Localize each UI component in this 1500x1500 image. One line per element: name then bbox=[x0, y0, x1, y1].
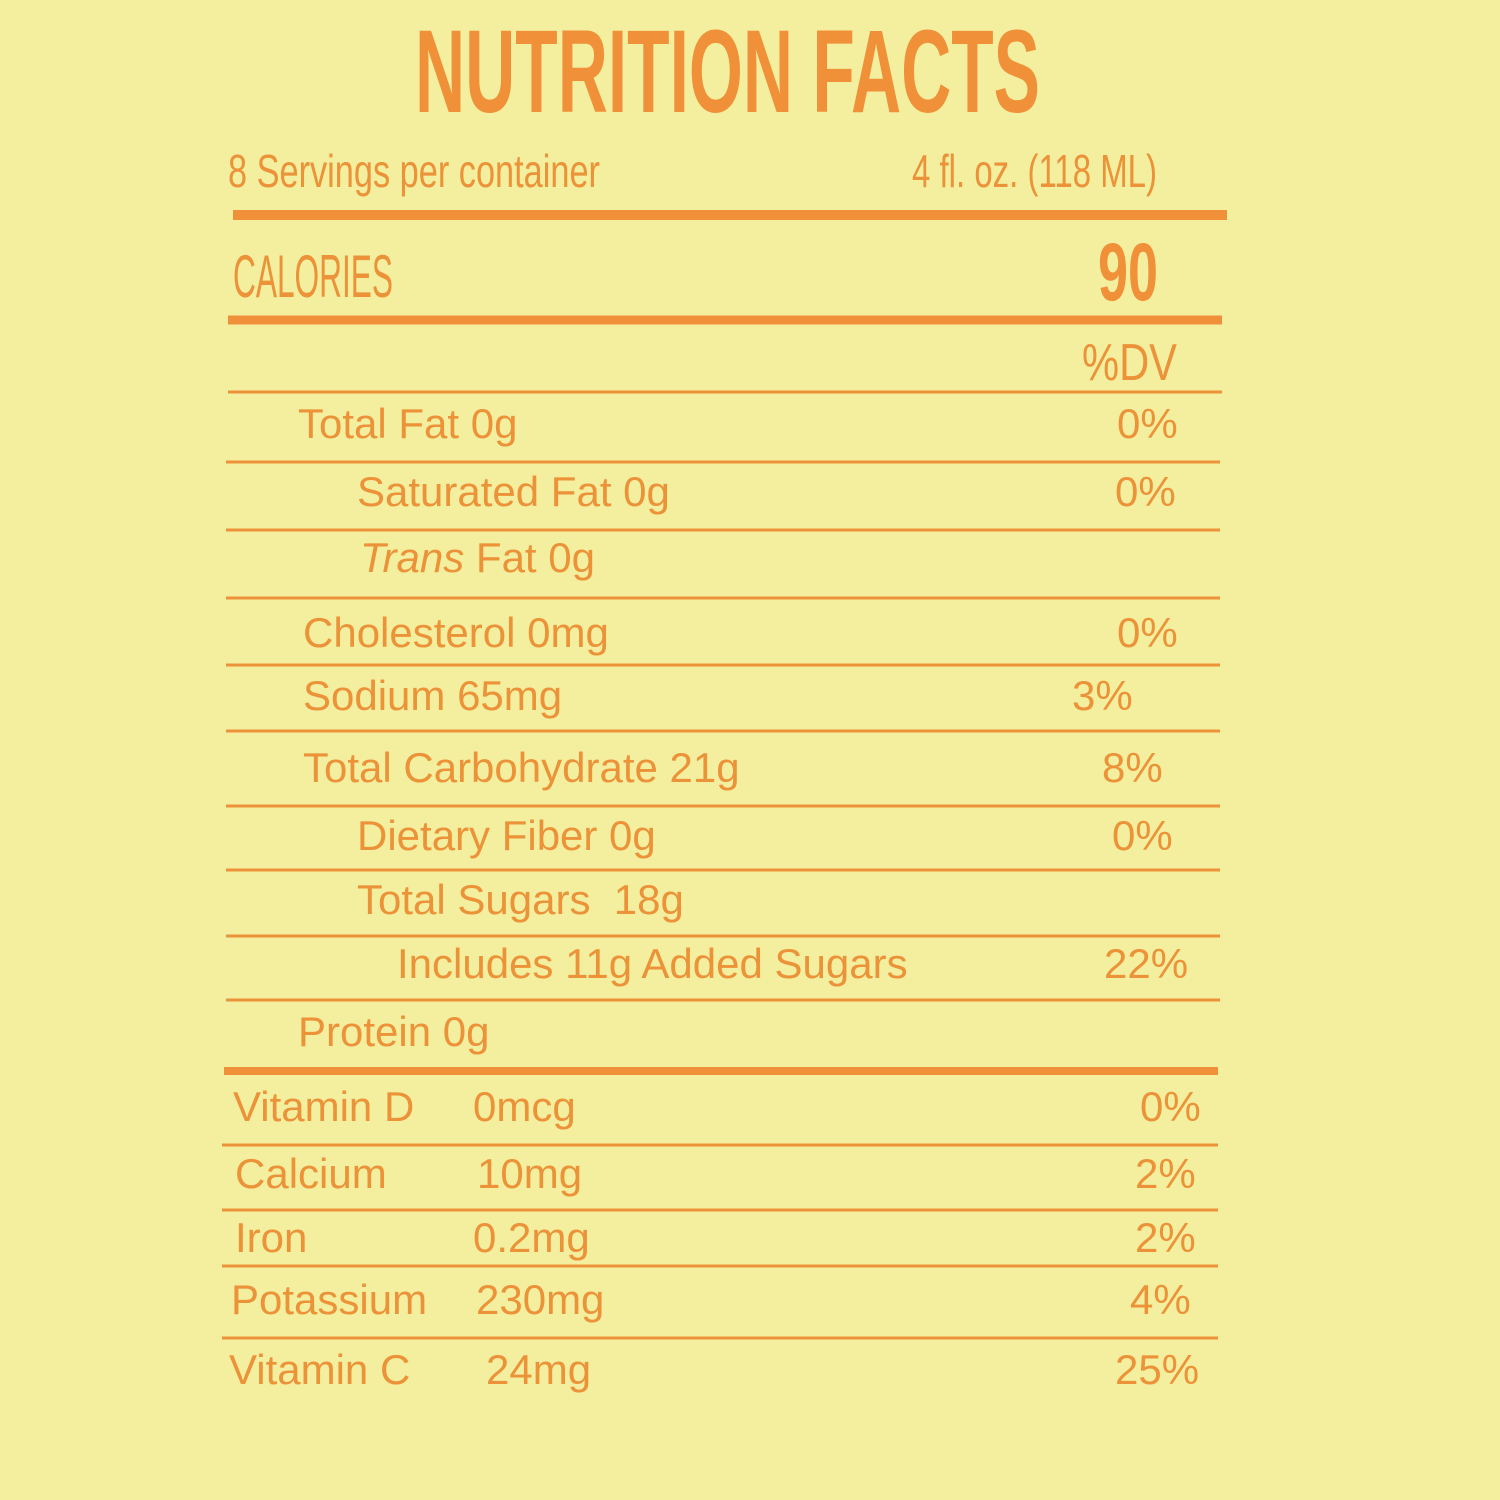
nutrient-dv: 0% bbox=[1112, 812, 1173, 859]
nutrient-name: Saturated Fat 0g bbox=[357, 468, 670, 515]
vitamin-name: Vitamin D bbox=[233, 1083, 414, 1130]
vitamin-name: Vitamin C bbox=[229, 1346, 410, 1393]
nutrient-name: Includes 11g Added Sugars bbox=[397, 940, 908, 987]
vitamin-name: Potassium bbox=[231, 1276, 427, 1323]
vitamin-dv: 4% bbox=[1130, 1276, 1191, 1323]
nutrient-dv: 0% bbox=[1117, 400, 1178, 447]
nutrient-dv: 8% bbox=[1102, 744, 1163, 791]
vitamin-dv: 25% bbox=[1115, 1346, 1199, 1393]
vitamin-amount: 230mg bbox=[476, 1276, 604, 1323]
vitamin-amount: 24mg bbox=[486, 1346, 591, 1393]
vitamin-amount: 10mg bbox=[477, 1150, 582, 1197]
nutrient-name: Total Fat 0g bbox=[298, 400, 517, 447]
serving-size: 4 fl. oz. (118 ML) bbox=[912, 145, 1157, 197]
nutrient-dv: 3% bbox=[1072, 672, 1133, 719]
vitamin-name: Calcium bbox=[235, 1150, 387, 1197]
nutrient-name: Protein 0g bbox=[298, 1008, 489, 1055]
vitamin-name: Iron bbox=[235, 1214, 307, 1261]
nutrient-name: Cholesterol 0mg bbox=[303, 609, 609, 656]
nutrient-name: Total Carbohydrate 21g bbox=[303, 744, 740, 791]
calories-value: 90 bbox=[1098, 227, 1158, 318]
vitamin-dv: 2% bbox=[1135, 1150, 1196, 1197]
servings: 8 Servings per container bbox=[228, 145, 600, 197]
dv-header: %DV bbox=[1082, 334, 1177, 392]
vitamin-dv: 0% bbox=[1140, 1083, 1201, 1130]
nutrient-name: Trans Fat 0g bbox=[360, 534, 595, 581]
nutrient-name: Dietary Fiber 0g bbox=[357, 812, 656, 859]
nutrient-dv: 0% bbox=[1117, 609, 1178, 656]
nutrient-italic: Trans bbox=[360, 534, 464, 581]
nutrient-dv: 22% bbox=[1104, 940, 1188, 987]
nutrient-name: Total Sugars 18g bbox=[357, 876, 684, 923]
vitamin-amount: 0.2mg bbox=[473, 1214, 590, 1261]
title: NUTRITION FACTS bbox=[415, 6, 1040, 138]
vitamin-amount: 0mcg bbox=[473, 1083, 576, 1130]
nutrient-name-rest: Fat 0g bbox=[476, 534, 595, 581]
nutrient-name: Sodium 65mg bbox=[303, 672, 562, 719]
vitamin-dv: 2% bbox=[1135, 1214, 1196, 1261]
nutrient-dv: 0% bbox=[1115, 468, 1176, 515]
calories-label: CALORIES bbox=[233, 243, 393, 310]
